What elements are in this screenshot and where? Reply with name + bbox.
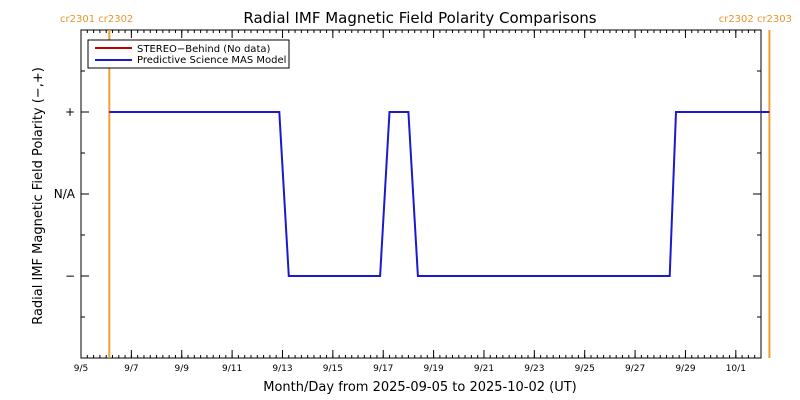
x-axis-label: Month/Day from 2025-09-05 to 2025-10-02 …: [263, 380, 576, 395]
x-tick-label: 9/5: [74, 364, 88, 374]
x-tick-label: 9/27: [625, 364, 645, 374]
carrington-labels: cr2301 cr2302 cr2302 cr2303: [60, 14, 792, 25]
legend-label-model: Predictive Science MAS Model: [137, 55, 286, 66]
x-axis: 9/5 9/7 9/9 9/11 9/13 9/15 9/17 9/19 9/21 9/23 9/2…: [74, 30, 762, 374]
x-tick-label: 9/15: [323, 364, 343, 374]
y-axis-label: Radial IMF Magnetic Field Polarity (−,+): [31, 67, 46, 325]
x-tick-label: 9/17: [373, 364, 393, 374]
legend-label-stereo: STEREO−Behind (No data): [137, 44, 270, 55]
x-tick-label: 9/13: [272, 364, 292, 374]
series-line-model: [109, 111, 770, 277]
x-tick-label: 9/25: [575, 364, 595, 374]
y-axis: + N/A −: [54, 70, 761, 318]
chart-title: Radial IMF Magnetic Field Polarity Compa…: [243, 9, 596, 27]
series-layer: [109, 111, 770, 277]
carrington-label: cr2301 cr2302: [60, 14, 133, 25]
x-tick-label: 9/21: [474, 364, 494, 374]
x-tick-label: 9/23: [524, 364, 544, 374]
x-tick-label: 9/29: [675, 364, 695, 374]
x-tick-label: 9/11: [222, 364, 242, 374]
y-tick-label: +: [65, 105, 75, 119]
x-tick-label: 9/9: [174, 364, 189, 374]
y-tick-label: N/A: [54, 187, 76, 201]
carrington-markers: [108, 30, 771, 358]
carrington-label: cr2302 cr2303: [719, 14, 792, 25]
x-tick-label: 10/1: [726, 364, 746, 374]
y-tick-label: −: [65, 269, 75, 283]
legend: STEREO−Behind (No data) Predictive Scien…: [87, 39, 290, 69]
x-tick-label: 9/7: [124, 364, 138, 374]
x-tick-label: 9/19: [423, 364, 443, 374]
plot-frame: [80, 29, 762, 359]
legend-box: [87, 39, 290, 69]
